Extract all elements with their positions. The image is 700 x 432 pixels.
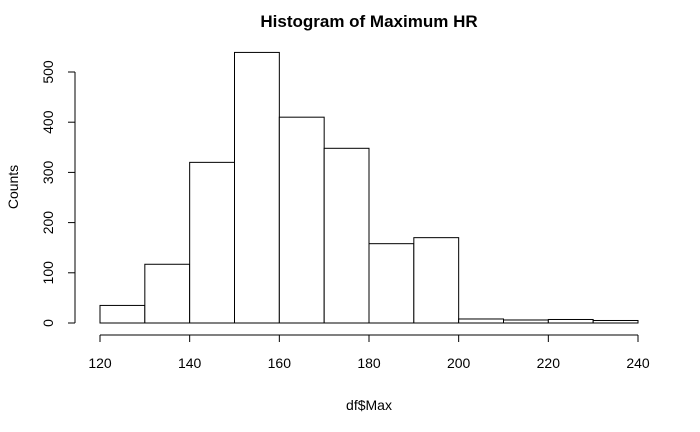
histogram-bar	[323, 147, 370, 324]
y-axis: 0 100 200 300 400 500	[40, 60, 76, 327]
x-tick-label: 220	[537, 355, 561, 371]
x-tick-label: 240	[626, 355, 650, 371]
histogram-bar	[413, 237, 460, 324]
histogram-bar	[547, 318, 594, 324]
y-tick-label: 500	[40, 60, 56, 84]
histogram-bar	[458, 318, 504, 324]
histogram-bar	[234, 51, 280, 324]
y-tick-label: 400	[40, 110, 56, 134]
x-tick-label: 160	[268, 355, 292, 371]
histogram-bar	[189, 161, 236, 324]
y-tick-label: 0	[40, 319, 56, 327]
y-tick-label: 300	[40, 161, 56, 185]
histogram-bar	[278, 116, 325, 324]
y-tick-label: 100	[40, 261, 56, 285]
x-tick-label: 120	[88, 355, 112, 371]
y-axis-label: Counts	[5, 165, 21, 209]
chart-title: Histogram of Maximum HR	[260, 12, 477, 31]
histogram-bar	[99, 304, 146, 324]
histogram-bar	[368, 243, 415, 324]
x-tick-label: 200	[447, 355, 471, 371]
histogram-bar	[503, 319, 549, 324]
x-tick-label: 180	[357, 355, 381, 371]
histogram-bar	[144, 263, 191, 324]
x-tick-label: 140	[178, 355, 202, 371]
bars-group	[99, 51, 639, 324]
histogram-bar	[592, 319, 639, 324]
x-axis-label: df$Max	[346, 397, 392, 413]
y-tick-label: 200	[40, 211, 56, 235]
x-axis: 120 140 160 180 200 220 240	[88, 334, 650, 371]
